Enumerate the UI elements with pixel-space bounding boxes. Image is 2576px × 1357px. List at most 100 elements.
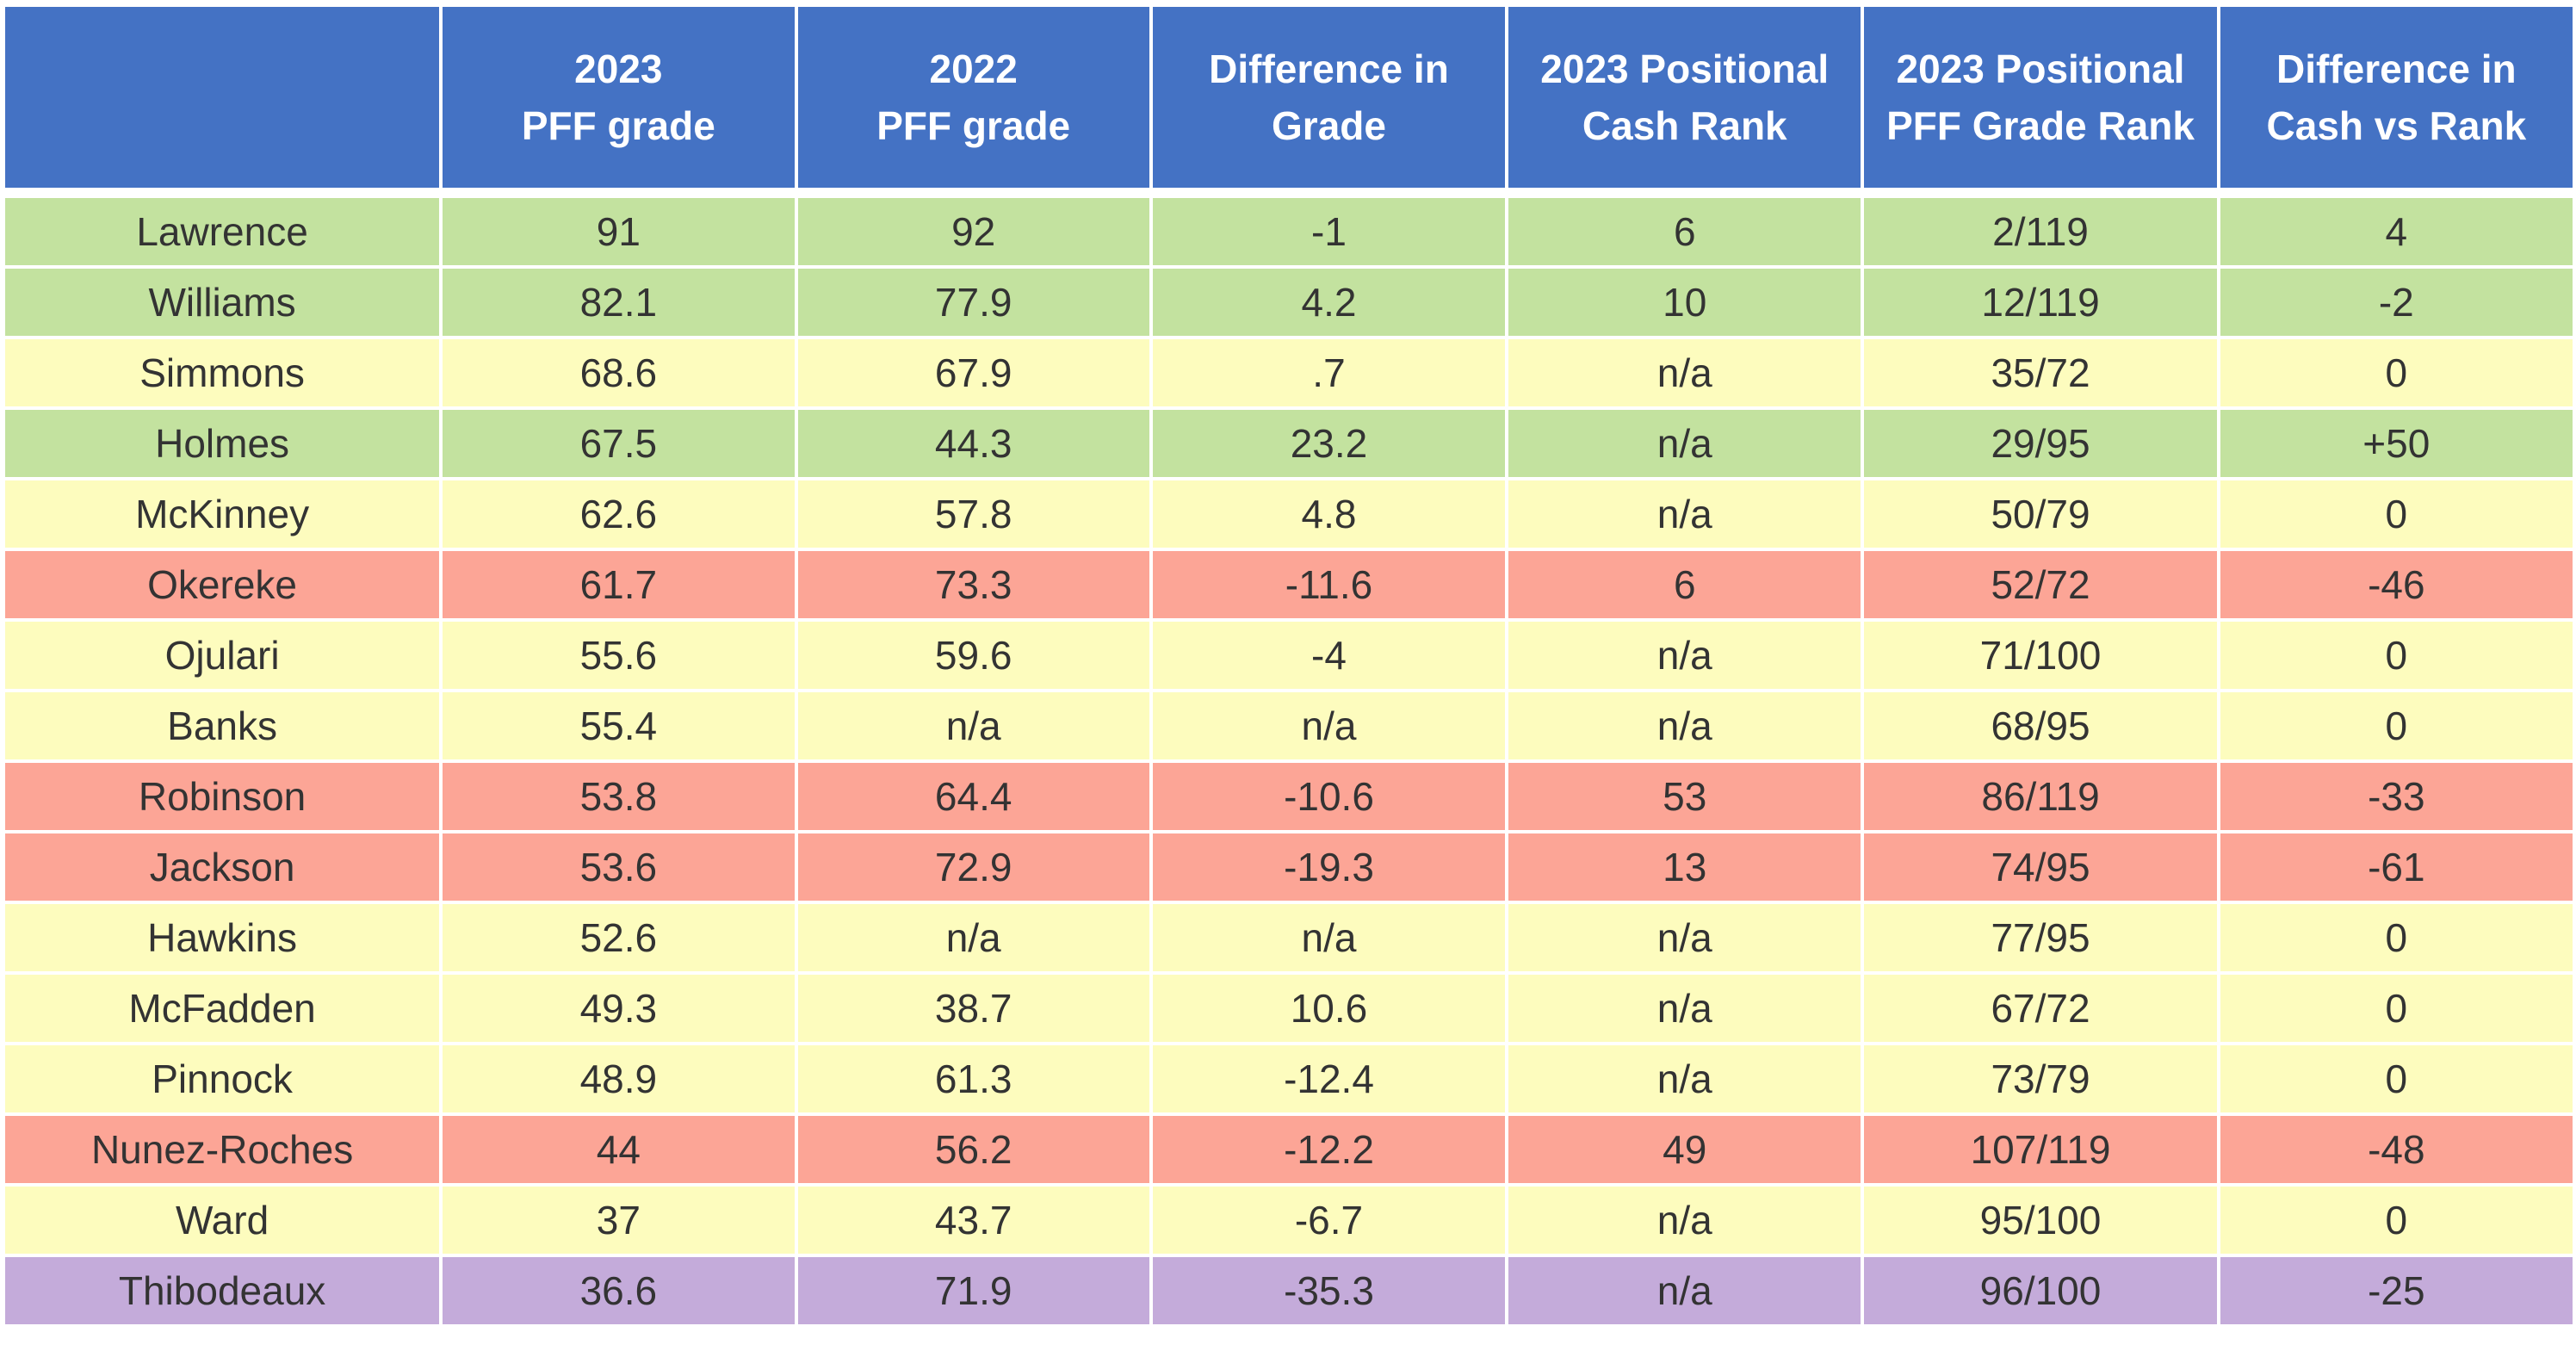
grade-rank-cell: 77/95 <box>1864 904 2217 971</box>
grade-2023-cell: 36.6 <box>443 1257 795 1324</box>
grade-2022-cell: 73.3 <box>797 551 1149 618</box>
player-name-cell: Lawrence <box>5 198 440 265</box>
table-row: McKinney 62.6 57.8 4.8 n/a 50/79 0 <box>5 480 2573 548</box>
player-name-cell: Okereke <box>5 551 440 618</box>
cash-rank-cell: n/a <box>1508 480 1861 548</box>
cash-vs-rank-cell: 0 <box>2220 692 2573 759</box>
cash-rank-cell: 10 <box>1508 269 1861 336</box>
table-row: Ojulari 55.6 59.6 -4 n/a 71/100 0 <box>5 622 2573 689</box>
player-name-cell: Williams <box>5 269 440 336</box>
grade-2022-cell: 56.2 <box>797 1116 1149 1183</box>
grade-2022-cell: 72.9 <box>797 833 1149 901</box>
player-name-cell: McFadden <box>5 975 440 1042</box>
header-difference-in-grade: Difference in Grade <box>1152 7 1506 188</box>
grade-diff-cell: -19.3 <box>1152 833 1506 901</box>
grade-rank-cell: 12/119 <box>1864 269 2217 336</box>
table-row: McFadden 49.3 38.7 10.6 n/a 67/72 0 <box>5 975 2573 1042</box>
grade-diff-cell: 4.2 <box>1152 269 1506 336</box>
grade-rank-cell: 35/72 <box>1864 339 2217 406</box>
cash-vs-rank-cell: -25 <box>2220 1257 2573 1324</box>
grade-diff-cell: .7 <box>1152 339 1506 406</box>
grade-diff-cell: -12.2 <box>1152 1116 1506 1183</box>
table-row: Jackson 53.6 72.9 -19.3 13 74/95 -61 <box>5 833 2573 901</box>
grade-2022-cell: n/a <box>797 692 1149 759</box>
grade-2023-cell: 67.5 <box>443 410 795 477</box>
table-row: Robinson 53.8 64.4 -10.6 53 86/119 -33 <box>5 763 2573 830</box>
cash-rank-cell: 49 <box>1508 1116 1861 1183</box>
header-2022-pff-grade: 2022 PFF grade <box>797 7 1149 188</box>
grade-2023-cell: 53.8 <box>443 763 795 830</box>
player-name-cell: Robinson <box>5 763 440 830</box>
grade-2022-cell: 38.7 <box>797 975 1149 1042</box>
player-name-cell: Jackson <box>5 833 440 901</box>
grade-diff-cell: -11.6 <box>1152 551 1506 618</box>
cash-vs-rank-cell: 0 <box>2220 904 2573 971</box>
grade-2023-cell: 44 <box>443 1116 795 1183</box>
grade-diff-cell: -6.7 <box>1152 1187 1506 1254</box>
pff-grade-table: 2023 PFF grade 2022 PFF grade Difference… <box>2 3 2576 1328</box>
cash-rank-cell: 6 <box>1508 551 1861 618</box>
grade-rank-cell: 29/95 <box>1864 410 2217 477</box>
cash-rank-cell: n/a <box>1508 1187 1861 1254</box>
table-row: Lawrence 91 92 -1 6 2/119 4 <box>5 198 2573 265</box>
grade-2022-cell: 44.3 <box>797 410 1149 477</box>
header-positional-cash-rank: 2023 Positional Cash Rank <box>1508 7 1861 188</box>
cash-vs-rank-cell: 0 <box>2220 975 2573 1042</box>
grade-2022-cell: 43.7 <box>797 1187 1149 1254</box>
grade-2022-cell: 67.9 <box>797 339 1149 406</box>
header-2023-pff-grade: 2023 PFF grade <box>443 7 795 188</box>
cash-vs-rank-cell: 0 <box>2220 480 2573 548</box>
grade-2023-cell: 55.4 <box>443 692 795 759</box>
header-gap-cell <box>5 191 2573 195</box>
grade-2023-cell: 62.6 <box>443 480 795 548</box>
grade-rank-cell: 74/95 <box>1864 833 2217 901</box>
grade-diff-cell: -12.4 <box>1152 1045 1506 1112</box>
header-row: 2023 PFF grade 2022 PFF grade Difference… <box>5 7 2573 188</box>
cash-vs-rank-cell: -2 <box>2220 269 2573 336</box>
grade-rank-cell: 95/100 <box>1864 1187 2217 1254</box>
cash-vs-rank-cell: -33 <box>2220 763 2573 830</box>
grade-2022-cell: 64.4 <box>797 763 1149 830</box>
grade-diff-cell: -35.3 <box>1152 1257 1506 1324</box>
grade-rank-cell: 86/119 <box>1864 763 2217 830</box>
table-row: Simmons 68.6 67.9.7 n/a 35/72 0 <box>5 339 2573 406</box>
cash-rank-cell: n/a <box>1508 410 1861 477</box>
cash-rank-cell: 53 <box>1508 763 1861 830</box>
cash-vs-rank-cell: -46 <box>2220 551 2573 618</box>
player-name-cell: Simmons <box>5 339 440 406</box>
grade-2023-cell: 82.1 <box>443 269 795 336</box>
player-name-cell: Nunez-Roches <box>5 1116 440 1183</box>
cash-vs-rank-cell: -61 <box>2220 833 2573 901</box>
cash-rank-cell: n/a <box>1508 1257 1861 1324</box>
player-name-cell: Hawkins <box>5 904 440 971</box>
grade-2022-cell: 61.3 <box>797 1045 1149 1112</box>
table-row: Thibodeaux 36.6 71.9 -35.3 n/a 96/100 -25 <box>5 1257 2573 1324</box>
table-row: Okereke 61.7 73.3 -11.6 6 52/72 -46 <box>5 551 2573 618</box>
grade-2023-cell: 49.3 <box>443 975 795 1042</box>
player-name-cell: McKinney <box>5 480 440 548</box>
table-body: Lawrence 91 92 -1 6 2/119 4 Williams 82.1 77.9 4.2… <box>5 191 2573 1324</box>
grade-diff-cell: -1 <box>1152 198 1506 265</box>
table-row: Banks 55.4 n/a n/a n/a 68/95 0 <box>5 692 2573 759</box>
grade-diff-cell: 4.8 <box>1152 480 1506 548</box>
grade-2022-cell: 57.8 <box>797 480 1149 548</box>
cash-rank-cell: n/a <box>1508 339 1861 406</box>
player-name-cell: Ward <box>5 1187 440 1254</box>
cash-rank-cell: n/a <box>1508 975 1861 1042</box>
cash-rank-cell: n/a <box>1508 904 1861 971</box>
table-row: Nunez-Roches 44 56.2 -12.2 49 107/119 -48 <box>5 1116 2573 1183</box>
grade-rank-cell: 52/72 <box>1864 551 2217 618</box>
cash-vs-rank-cell: 0 <box>2220 1045 2573 1112</box>
grade-2023-cell: 61.7 <box>443 551 795 618</box>
cash-rank-cell: n/a <box>1508 622 1861 689</box>
grade-2022-cell: 59.6 <box>797 622 1149 689</box>
grade-rank-cell: 67/72 <box>1864 975 2217 1042</box>
table-row: Holmes 67.5 44.3 23.2 n/a 29/95 +50 <box>5 410 2573 477</box>
grade-rank-cell: 96/100 <box>1864 1257 2217 1324</box>
grade-diff-cell: -10.6 <box>1152 763 1506 830</box>
header-gap <box>5 191 2573 195</box>
cash-vs-rank-cell: +50 <box>2220 410 2573 477</box>
grade-2023-cell: 55.6 <box>443 622 795 689</box>
grade-rank-cell: 2/119 <box>1864 198 2217 265</box>
cash-rank-cell: 13 <box>1508 833 1861 901</box>
